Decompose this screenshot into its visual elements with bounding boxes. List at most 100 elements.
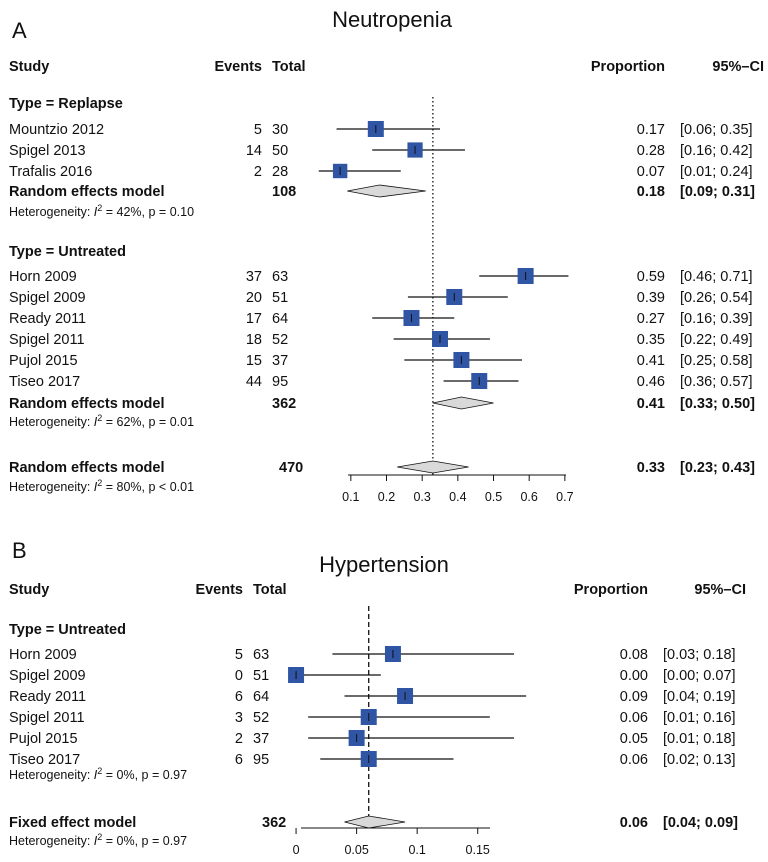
study-ci: [0.22; 0.49] xyxy=(680,332,753,348)
summary-ci: [0.33; 0.50] xyxy=(680,396,755,412)
panel-letter: A xyxy=(12,18,27,43)
study-proportion: 0.17 xyxy=(637,122,665,138)
study-proportion: 0.35 xyxy=(637,332,665,348)
study-events: 5 xyxy=(235,647,243,663)
study-ci: [0.26; 0.54] xyxy=(680,290,753,306)
summary-diamond xyxy=(347,184,426,198)
overall-summary-proportion: 0.33 xyxy=(637,460,665,476)
header-proportion: Proportion xyxy=(574,582,648,598)
study-ci: [0.02; 0.13] xyxy=(663,752,736,768)
x-tick-label: 0.4 xyxy=(449,490,466,504)
study-events: 6 xyxy=(235,752,243,768)
x-tick-label: 0.15 xyxy=(466,843,490,857)
study-ci: [0.00; 0.07] xyxy=(663,668,736,684)
overall-summary-name: Fixed effect model xyxy=(9,815,136,831)
x-tick-label: 0.7 xyxy=(556,490,573,504)
x-tick-label: 0.5 xyxy=(485,490,502,504)
study-ci: [0.01; 0.16] xyxy=(663,710,736,726)
overall-summary-total: 470 xyxy=(279,460,303,476)
study-total: 63 xyxy=(272,269,288,285)
header-ci: 95%–CI xyxy=(694,582,746,598)
overall-summary-ci: [0.23; 0.43] xyxy=(680,460,755,476)
study-proportion: 0.59 xyxy=(637,269,665,285)
study-proportion: 0.27 xyxy=(637,311,665,327)
study-name: Spigel 2011 xyxy=(9,332,85,348)
chart-title: Neutropenia xyxy=(332,7,453,32)
x-tick-label: 0.3 xyxy=(413,490,430,504)
study-proportion: 0.39 xyxy=(637,290,665,306)
study-total: 63 xyxy=(253,647,269,663)
study-total: 28 xyxy=(272,164,288,180)
study-name: Horn 2009 xyxy=(9,647,77,663)
summary-ci: [0.09; 0.31] xyxy=(680,184,755,200)
study-total: 51 xyxy=(272,290,288,306)
study-total: 95 xyxy=(272,374,288,390)
header-ci: 95%–CI xyxy=(712,59,764,75)
study-events: 0 xyxy=(235,668,243,684)
study-name: Horn 2009 xyxy=(9,269,77,285)
study-name: Tiseo 2017 xyxy=(9,752,80,768)
study-name: Spigel 2009 xyxy=(9,290,86,306)
heterogeneity-text: Heterogeneity: I2 = 42%, p = 0.10 xyxy=(9,203,194,219)
study-proportion: 0.46 xyxy=(637,374,665,390)
study-name: Pujol 2015 xyxy=(9,731,78,747)
study-total: 52 xyxy=(253,710,269,726)
study-name: Spigel 2013 xyxy=(9,143,86,159)
study-total: 64 xyxy=(253,689,269,705)
study-proportion: 0.09 xyxy=(620,689,648,705)
study-name: Mountzio 2012 xyxy=(9,122,104,138)
study-proportion: 0.06 xyxy=(620,752,648,768)
study-total: 51 xyxy=(253,668,269,684)
x-tick-label: 0.05 xyxy=(344,843,368,857)
study-events: 5 xyxy=(254,122,262,138)
study-events: 37 xyxy=(246,269,262,285)
header-study: Study xyxy=(9,582,49,598)
study-total: 30 xyxy=(272,122,288,138)
study-ci: [0.01; 0.24] xyxy=(680,164,753,180)
study-events: 2 xyxy=(235,731,243,747)
study-name: Spigel 2009 xyxy=(9,668,86,684)
study-events: 44 xyxy=(246,374,262,390)
subgroup-label: Type = Untreated xyxy=(9,622,126,638)
study-ci: [0.04; 0.19] xyxy=(663,689,736,705)
study-name: Trafalis 2016 xyxy=(9,164,92,180)
study-total: 37 xyxy=(253,731,269,747)
summary-proportion: 0.41 xyxy=(637,396,665,412)
header-total: Total xyxy=(272,59,306,75)
study-events: 17 xyxy=(246,311,262,327)
study-name: Ready 2011 xyxy=(9,689,86,705)
study-ci: [0.01; 0.18] xyxy=(663,731,736,747)
study-ci: [0.25; 0.58] xyxy=(680,353,753,369)
study-proportion: 0.08 xyxy=(620,647,648,663)
x-tick-label: 0.2 xyxy=(378,490,395,504)
header-total: Total xyxy=(253,582,287,598)
subgroup-label: Type = Untreated xyxy=(9,244,126,260)
header-proportion: Proportion xyxy=(591,59,665,75)
panel-letter: B xyxy=(12,538,27,563)
study-ci: [0.36; 0.57] xyxy=(680,374,753,390)
overall-summary-proportion: 0.06 xyxy=(620,815,648,831)
study-total: 95 xyxy=(253,752,269,768)
study-events: 20 xyxy=(246,290,262,306)
study-ci: [0.03; 0.18] xyxy=(663,647,736,663)
study-proportion: 0.06 xyxy=(620,710,648,726)
x-tick-label: 0 xyxy=(293,843,300,857)
study-total: 52 xyxy=(272,332,288,348)
overall-diamond xyxy=(344,815,406,829)
study-proportion: 0.41 xyxy=(637,353,665,369)
study-name: Ready 2011 xyxy=(9,311,86,327)
summary-diamond xyxy=(432,396,494,410)
study-events: 3 xyxy=(235,710,243,726)
study-proportion: 0.07 xyxy=(637,164,665,180)
overall-summary-ci: [0.04; 0.09] xyxy=(663,815,738,831)
study-proportion: 0.05 xyxy=(620,731,648,747)
overall-diamond xyxy=(397,460,469,474)
study-ci: [0.46; 0.71] xyxy=(680,269,753,285)
subgroup-label: Type = Replapse xyxy=(9,96,123,112)
header-events: Events xyxy=(195,582,243,598)
x-tick-label: 0.1 xyxy=(408,843,425,857)
study-name: Pujol 2015 xyxy=(9,353,78,369)
overall-heterogeneity-text: Heterogeneity: I2 = 80%, p < 0.01 xyxy=(9,478,194,494)
study-ci: [0.16; 0.42] xyxy=(680,143,753,159)
